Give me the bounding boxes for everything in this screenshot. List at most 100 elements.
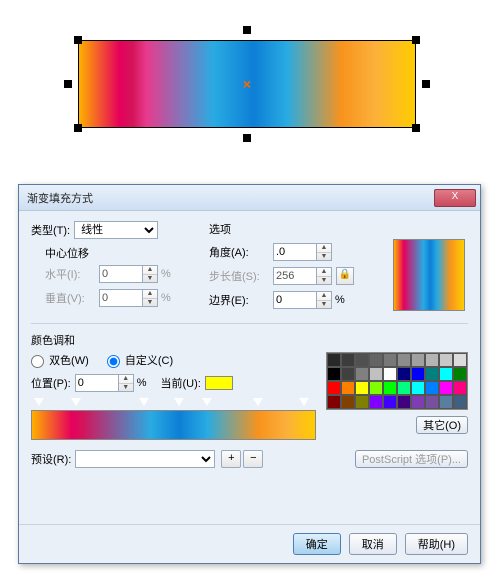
- vert-spin: ▲▼: [142, 289, 158, 307]
- palette-swatch[interactable]: [397, 395, 411, 409]
- handle-sw[interactable]: [74, 124, 82, 132]
- titlebar[interactable]: 渐变填充方式 X: [19, 185, 480, 211]
- step-label: 步长值(S):: [209, 268, 269, 284]
- lock-icon[interactable]: 🔒: [336, 267, 354, 285]
- palette-swatch[interactable]: [411, 367, 425, 381]
- palette-swatch[interactable]: [341, 367, 355, 381]
- angle-input[interactable]: [273, 243, 317, 261]
- gradient-stop[interactable]: [253, 398, 263, 406]
- color-palette[interactable]: [326, 352, 468, 410]
- horiz-spin: ▲▼: [142, 265, 158, 283]
- type-label: 类型(T):: [31, 222, 70, 238]
- edge-input[interactable]: [273, 291, 317, 309]
- step-input: [273, 267, 317, 285]
- options-title: 选项: [209, 221, 385, 237]
- palette-swatch[interactable]: [355, 381, 369, 395]
- handle-se[interactable]: [412, 124, 420, 132]
- palette-swatch[interactable]: [411, 381, 425, 395]
- postscript-button: PostScript 选项(P)...: [355, 450, 468, 468]
- palette-swatch[interactable]: [439, 367, 453, 381]
- gradient-stop[interactable]: [174, 398, 184, 406]
- gradient-markers[interactable]: [31, 398, 316, 410]
- handle-ne[interactable]: [412, 36, 420, 44]
- palette-swatch[interactable]: [341, 353, 355, 367]
- cancel-button[interactable]: 取消: [349, 533, 397, 555]
- ok-button[interactable]: 确定: [293, 533, 341, 555]
- palette-swatch[interactable]: [383, 367, 397, 381]
- position-unit: %: [137, 377, 147, 389]
- palette-swatch[interactable]: [425, 381, 439, 395]
- preset-add-button[interactable]: +: [221, 450, 241, 468]
- palette-swatch[interactable]: [453, 367, 467, 381]
- palette-swatch[interactable]: [355, 395, 369, 409]
- preset-select[interactable]: [75, 450, 215, 468]
- two-color-radio[interactable]: 双色(W): [31, 352, 89, 368]
- gradient-stop[interactable]: [71, 398, 81, 406]
- preset-label: 预设(R):: [31, 451, 71, 467]
- vert-label: 垂直(V):: [45, 290, 95, 306]
- palette-swatch[interactable]: [327, 367, 341, 381]
- gradient-stop[interactable]: [34, 398, 44, 406]
- close-button[interactable]: X: [434, 189, 476, 207]
- palette-swatch[interactable]: [439, 353, 453, 367]
- position-label: 位置(P):: [31, 375, 71, 391]
- handle-nw[interactable]: [74, 36, 82, 44]
- gradient-stop[interactable]: [299, 398, 309, 406]
- palette-swatch[interactable]: [411, 395, 425, 409]
- palette-swatch[interactable]: [439, 395, 453, 409]
- custom-radio[interactable]: 自定义(C): [107, 352, 173, 368]
- gradient-dialog: 渐变填充方式 X 类型(T): 线性 中心位移 水平(I): ▲▼ % 垂直(V…: [18, 184, 481, 564]
- palette-swatch[interactable]: [355, 353, 369, 367]
- palette-swatch[interactable]: [369, 367, 383, 381]
- handle-w[interactable]: [64, 80, 72, 88]
- horiz-input: [99, 265, 143, 283]
- position-input[interactable]: [75, 374, 119, 392]
- palette-swatch[interactable]: [453, 395, 467, 409]
- type-select[interactable]: 线性: [74, 221, 158, 239]
- help-button[interactable]: 帮助(H): [405, 533, 468, 555]
- palette-swatch[interactable]: [425, 367, 439, 381]
- other-color-button[interactable]: 其它(O): [416, 416, 468, 434]
- palette-swatch[interactable]: [369, 381, 383, 395]
- palette-swatch[interactable]: [341, 381, 355, 395]
- palette-swatch[interactable]: [453, 381, 467, 395]
- palette-swatch[interactable]: [327, 395, 341, 409]
- center-offset-title: 中心位移: [45, 245, 209, 261]
- handle-n[interactable]: [243, 26, 251, 34]
- palette-swatch[interactable]: [369, 395, 383, 409]
- palette-swatch[interactable]: [327, 381, 341, 395]
- palette-swatch[interactable]: [341, 395, 355, 409]
- handle-s[interactable]: [243, 134, 251, 142]
- palette-swatch[interactable]: [425, 395, 439, 409]
- dialog-title: 渐变填充方式: [23, 190, 434, 206]
- palette-swatch[interactable]: [439, 381, 453, 395]
- gradient-bar[interactable]: [31, 410, 316, 440]
- gradient-object[interactable]: ×: [78, 40, 416, 128]
- palette-swatch[interactable]: [411, 353, 425, 367]
- palette-swatch[interactable]: [397, 381, 411, 395]
- palette-swatch[interactable]: [397, 367, 411, 381]
- horiz-unit: %: [161, 268, 171, 280]
- palette-swatch[interactable]: [383, 395, 397, 409]
- current-swatch[interactable]: [205, 376, 233, 390]
- palette-swatch[interactable]: [327, 353, 341, 367]
- angle-spin[interactable]: ▲▼: [316, 243, 332, 261]
- preset-del-button[interactable]: −: [243, 450, 263, 468]
- palette-swatch[interactable]: [369, 353, 383, 367]
- palette-swatch[interactable]: [425, 353, 439, 367]
- canvas-area: ×: [0, 0, 500, 184]
- gradient-stop[interactable]: [139, 398, 149, 406]
- palette-swatch[interactable]: [453, 353, 467, 367]
- gradient-stop[interactable]: [202, 398, 212, 406]
- palette-swatch[interactable]: [397, 353, 411, 367]
- palette-swatch[interactable]: [383, 381, 397, 395]
- handle-e[interactable]: [422, 80, 430, 88]
- harmony-title: 颜色调和: [31, 332, 464, 348]
- palette-swatch[interactable]: [383, 353, 397, 367]
- position-spin[interactable]: ▲▼: [118, 374, 134, 392]
- edge-label: 边界(E):: [209, 292, 269, 308]
- palette-swatch[interactable]: [355, 367, 369, 381]
- vert-input: [99, 289, 143, 307]
- edge-spin[interactable]: ▲▼: [316, 291, 332, 309]
- vert-unit: %: [161, 292, 171, 304]
